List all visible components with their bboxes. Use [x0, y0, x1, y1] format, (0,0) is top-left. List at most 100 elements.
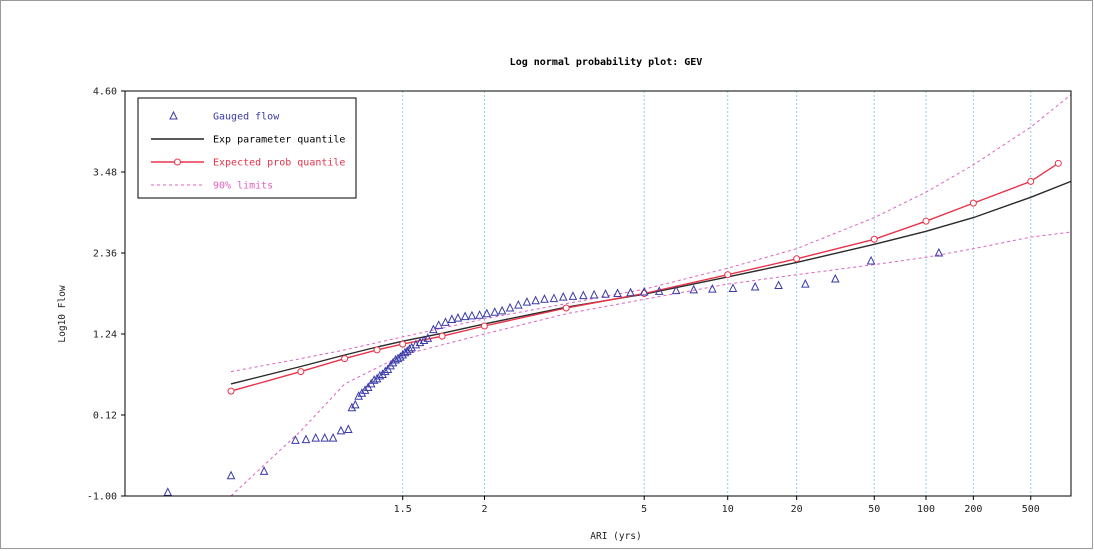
- gauged-flow-point: [380, 366, 390, 376]
- gauged-flow-point: [434, 320, 444, 329]
- grid: [402, 91, 1032, 496]
- x-tick-label: 200: [964, 504, 982, 515]
- expected-prob-point: [922, 217, 930, 225]
- chart-title: Log normal probability plot: GEV: [510, 56, 703, 68]
- gauged-flow-point: [354, 391, 363, 400]
- gauged-flow-point: [407, 342, 416, 352]
- x-tick-label: 100: [917, 504, 935, 515]
- gauged-flow-point: [429, 324, 438, 334]
- gauged-flow-point: [386, 360, 395, 370]
- gauged-flow-point: [328, 433, 338, 442]
- gauged-flow-point: [344, 424, 353, 433]
- gauged-flow-point: [774, 280, 783, 290]
- gauged-flow-point: [419, 335, 429, 345]
- gauged-flow-point: [568, 291, 578, 300]
- gauged-flow-point: [369, 375, 379, 384]
- gauged-flow-point: [558, 291, 568, 301]
- gauged-flow-point: [415, 337, 425, 347]
- gauged-flow-point: [375, 370, 385, 380]
- gauged-flow-point: [490, 307, 500, 316]
- gauged-flow-point: [291, 435, 300, 444]
- x-tick-label: 10: [722, 504, 734, 515]
- gauged-flow-point: [866, 255, 876, 265]
- legend-label: Gauged flow: [213, 112, 280, 123]
- legend-label: Exp parameter quantile: [213, 135, 345, 146]
- expected-prob-point: [480, 322, 488, 330]
- gauged-flow-point: [549, 293, 559, 303]
- gauged-flow-point: [540, 294, 549, 303]
- y-tick-label: 2.36: [93, 249, 117, 260]
- gauged-flow-point: [372, 373, 382, 383]
- gauged-flow-point: [708, 284, 717, 293]
- gauged-flow-point: [522, 297, 532, 306]
- expected-prob-point: [438, 332, 446, 340]
- legend: Gauged flow Exp parameter quantile Expecte…: [137, 97, 357, 199]
- plot-area: [124, 90, 1072, 497]
- gauged-flow-point: [750, 281, 760, 291]
- gauged-flow-point: [934, 247, 944, 257]
- expected-prob-point: [724, 271, 732, 279]
- expected-prob-point: [1054, 159, 1062, 167]
- gauged-flow-point: [396, 352, 405, 361]
- gauged-flow-point: [497, 305, 507, 315]
- y-tick-label: 0.12: [93, 411, 117, 422]
- gauged-flow-point: [639, 286, 649, 296]
- gauged-flow-point: [320, 433, 330, 442]
- gauged-flow-point: [654, 286, 664, 295]
- gauged-flow-point: [350, 399, 360, 409]
- expected-prob-point: [1027, 177, 1035, 185]
- axis-ticks: 1.5 2 5 10 20 50 100 200 500 4.60 3.48 2.36 1.24 0.12…: [87, 87, 1040, 516]
- series-lines: [230, 94, 1072, 497]
- gauged-flow-point: [728, 283, 738, 292]
- expected-prob-point: [969, 199, 977, 207]
- gauged-flow-point: [301, 434, 311, 444]
- gauged-flow-point: [531, 295, 540, 305]
- y-axis-label: Log10 Flow: [57, 285, 68, 342]
- gauged-flow-point: [259, 466, 269, 475]
- x-tick-label: 2: [481, 504, 487, 515]
- x-tick-label: 500: [1022, 504, 1040, 515]
- y-tick-label: 1.24: [93, 330, 117, 341]
- expected-prob-point: [373, 346, 381, 354]
- gauged-flow-point: [589, 289, 599, 299]
- expected-prob-point: [562, 304, 570, 312]
- gauged-flow-point: [447, 314, 457, 324]
- series-line: [230, 180, 1072, 385]
- gauged-flow-point: [579, 290, 588, 300]
- gauged-flow-point: [226, 470, 236, 480]
- gauged-flow-point: [514, 299, 523, 309]
- gauged-flow-point: [347, 402, 357, 412]
- expected-prob-point: [227, 387, 235, 395]
- gauged-flow-point: [405, 344, 414, 353]
- legend-swatch-marker: [174, 158, 181, 166]
- y-tick-label: 3.48: [93, 168, 117, 179]
- gauged-flow-point: [388, 357, 398, 367]
- gauged-flow-point: [441, 317, 450, 326]
- legend-label: 90% limits: [213, 181, 273, 192]
- gauged-flow-point: [360, 385, 370, 394]
- series-line: [230, 231, 1072, 497]
- y-tick-label: 4.60: [93, 87, 117, 98]
- gauged-flow-point: [453, 312, 463, 322]
- series-line: [230, 94, 1072, 373]
- expected-prob-point: [870, 235, 878, 243]
- gauged-flow-point: [475, 310, 484, 319]
- gauged-flow-point: [423, 333, 433, 342]
- expected-prob-point: [341, 355, 349, 363]
- gauged-flow-point: [378, 369, 387, 378]
- expected-prob-point: [399, 340, 407, 348]
- x-tick-label: 1.5: [394, 504, 412, 515]
- x-tick-label: 50: [868, 504, 880, 515]
- expected-prob-point: [793, 255, 801, 263]
- series-points: [163, 159, 1062, 496]
- gauged-flow-point: [613, 288, 622, 297]
- gauged-flow-point: [689, 284, 699, 294]
- x-tick-label: 20: [791, 504, 803, 515]
- expected-prob-point: [297, 368, 305, 376]
- legend-swatch: [169, 110, 178, 120]
- gauged-flow-point: [311, 433, 321, 442]
- gauged-flow-point: [482, 308, 492, 318]
- x-axis-label: ARI (yrs): [590, 531, 641, 542]
